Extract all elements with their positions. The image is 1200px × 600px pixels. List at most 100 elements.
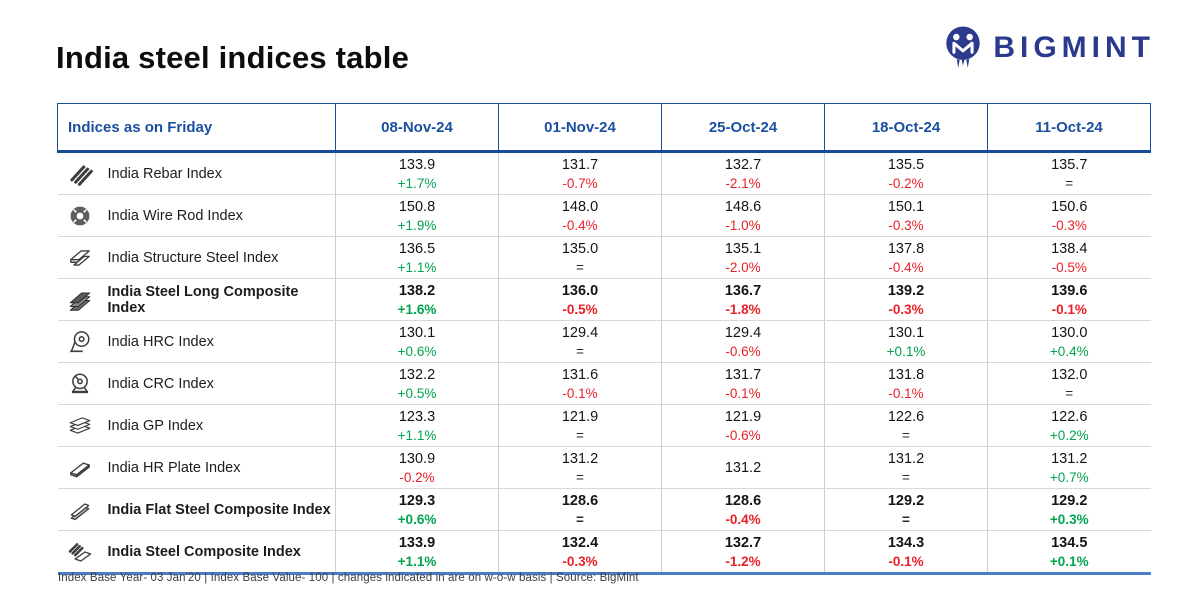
wow-change: -0.2% (399, 470, 435, 485)
index-value: 150.8 (398, 199, 436, 215)
index-value: 148.6 (724, 199, 762, 215)
index-value: 128.6 (724, 493, 762, 509)
wow-change: = (576, 512, 584, 527)
index-value: 129.3 (398, 493, 436, 509)
index-value: 132.7 (724, 157, 762, 173)
index-value: 131.2 (887, 451, 925, 467)
index-value: 131.2 (1051, 451, 1088, 467)
row-label: India HRC Index (107, 333, 214, 350)
index-name-cell: India Flat Steel Composite Index (57, 488, 336, 531)
index-value: 122.6 (887, 409, 925, 425)
value-cell: 135.7 = (987, 151, 1151, 195)
row-label: India CRC Index (107, 375, 214, 392)
table-header-row: Indices as on Friday 08-Nov-24 01-Nov-24 2… (57, 103, 1151, 153)
index-value: 138.2 (398, 283, 436, 299)
wow-change: +0.4% (1049, 344, 1089, 359)
index-value: 130.1 (398, 325, 436, 341)
value-cell: 133.9 +1.7% (335, 151, 499, 195)
table-row: India HRC Index 130.1 +0.6% 129.4 = 129.4 -0.… (57, 320, 1151, 363)
index-value: 136.0 (561, 283, 599, 299)
wow-change: -2.0% (725, 260, 761, 275)
wow-change: -0.1% (562, 386, 598, 401)
index-name-cell: India CRC Index (57, 362, 336, 405)
wow-change: -0.6% (725, 344, 761, 359)
index-name-cell: India GP Index (57, 404, 336, 447)
index-value: 122.6 (1051, 409, 1088, 425)
column-header-date: 25-Oct-24 (661, 103, 825, 153)
index-name-cell: India Rebar Index (57, 151, 336, 195)
index-value: 131.7 (724, 367, 762, 383)
wow-change: -1.2% (725, 554, 761, 569)
wow-change: -0.3% (562, 554, 598, 569)
index-name-cell: India Steel Composite Index (57, 530, 336, 575)
value-cell: 148.6 -1.0% (661, 194, 825, 237)
wow-change: +1.9% (397, 218, 437, 233)
wow-change: = (576, 470, 584, 485)
table-row: India GP Index 123.3 +1.1% 121.9 = 121.9 -0.6… (57, 404, 1151, 447)
value-cell: 131.2 (661, 446, 825, 489)
bigmint-logo: BIGMINT (942, 24, 1155, 72)
wow-change: +1.7% (397, 176, 437, 191)
index-value: 123.3 (398, 409, 436, 425)
wire-rod-icon (65, 203, 95, 229)
value-cell: 129.2 = (824, 488, 988, 531)
wow-change: +0.2% (1049, 428, 1089, 443)
index-value: 128.6 (561, 493, 599, 509)
hr-plate-icon (65, 455, 95, 481)
index-value: 132.4 (561, 535, 599, 551)
wow-change: -0.1% (888, 386, 924, 401)
gp-sheets-icon (65, 413, 95, 439)
wow-change: +1.1% (397, 260, 437, 275)
wow-change: -0.7% (562, 176, 598, 191)
value-cell: 122.6 +0.2% (987, 404, 1151, 447)
wow-change: +1.6% (397, 302, 437, 317)
steel-composite-icon (65, 539, 95, 565)
index-value: 132.2 (398, 367, 436, 383)
value-cell: 132.2 +0.5% (335, 362, 499, 405)
wow-change: +0.5% (397, 386, 437, 401)
crc-coil-icon (65, 371, 95, 397)
wow-change: -1.8% (725, 302, 761, 317)
value-cell: 121.9 = (498, 404, 662, 447)
hrc-coil-icon (65, 329, 95, 355)
index-value: 129.2 (887, 493, 925, 509)
wow-change: +1.1% (397, 554, 437, 569)
wow-change: -0.2% (888, 176, 924, 191)
column-header-date: 11-Oct-24 (987, 103, 1151, 153)
index-value: 134.3 (887, 535, 925, 551)
value-cell: 134.3 -0.1% (824, 530, 988, 575)
wow-change: = (576, 344, 584, 359)
value-cell: 134.5 +0.1% (987, 530, 1151, 575)
value-cell: 137.8 -0.4% (824, 236, 988, 279)
row-label: India Rebar Index (107, 165, 222, 182)
index-value: 131.2 (724, 460, 762, 476)
value-cell: 129.2 +0.3% (987, 488, 1151, 531)
value-cell: 135.1 -2.0% (661, 236, 825, 279)
index-value: 135.7 (1051, 157, 1088, 173)
index-name-cell: India Structure Steel Index (57, 236, 336, 279)
value-cell: 130.9 -0.2% (335, 446, 499, 489)
index-value: 130.0 (1051, 325, 1088, 341)
value-cell: 132.7 -1.2% (661, 530, 825, 575)
index-value: 135.5 (887, 157, 925, 173)
wow-change: -0.4% (888, 260, 924, 275)
table-row: India HR Plate Index 130.9 -0.2% 131.2 = 131… (57, 446, 1151, 489)
value-cell: 136.5 +1.1% (335, 236, 499, 279)
logo-wordmark: BIGMINT (993, 31, 1155, 64)
index-value: 138.4 (1051, 241, 1088, 257)
index-value: 132.0 (1051, 367, 1088, 383)
wow-change: = (902, 512, 910, 527)
structure-steel-icon (65, 245, 95, 271)
index-name-cell: India Steel Long Composite Index (57, 278, 336, 321)
index-name-cell: India HR Plate Index (57, 446, 336, 489)
value-cell: 129.4 = (498, 320, 662, 363)
wow-change: -0.1% (725, 386, 761, 401)
wow-change: +0.6% (397, 344, 437, 359)
table-row: India CRC Index 132.2 +0.5% 131.6 -0.1% 131.… (57, 362, 1151, 405)
indices-table: Indices as on Friday 08-Nov-24 01-Nov-24 2… (57, 103, 1151, 575)
page-title: India steel indices table (56, 40, 410, 75)
index-value: 135.1 (724, 241, 762, 257)
index-value: 131.7 (561, 157, 599, 173)
index-value: 131.6 (561, 367, 599, 383)
value-cell: 138.4 -0.5% (987, 236, 1151, 279)
